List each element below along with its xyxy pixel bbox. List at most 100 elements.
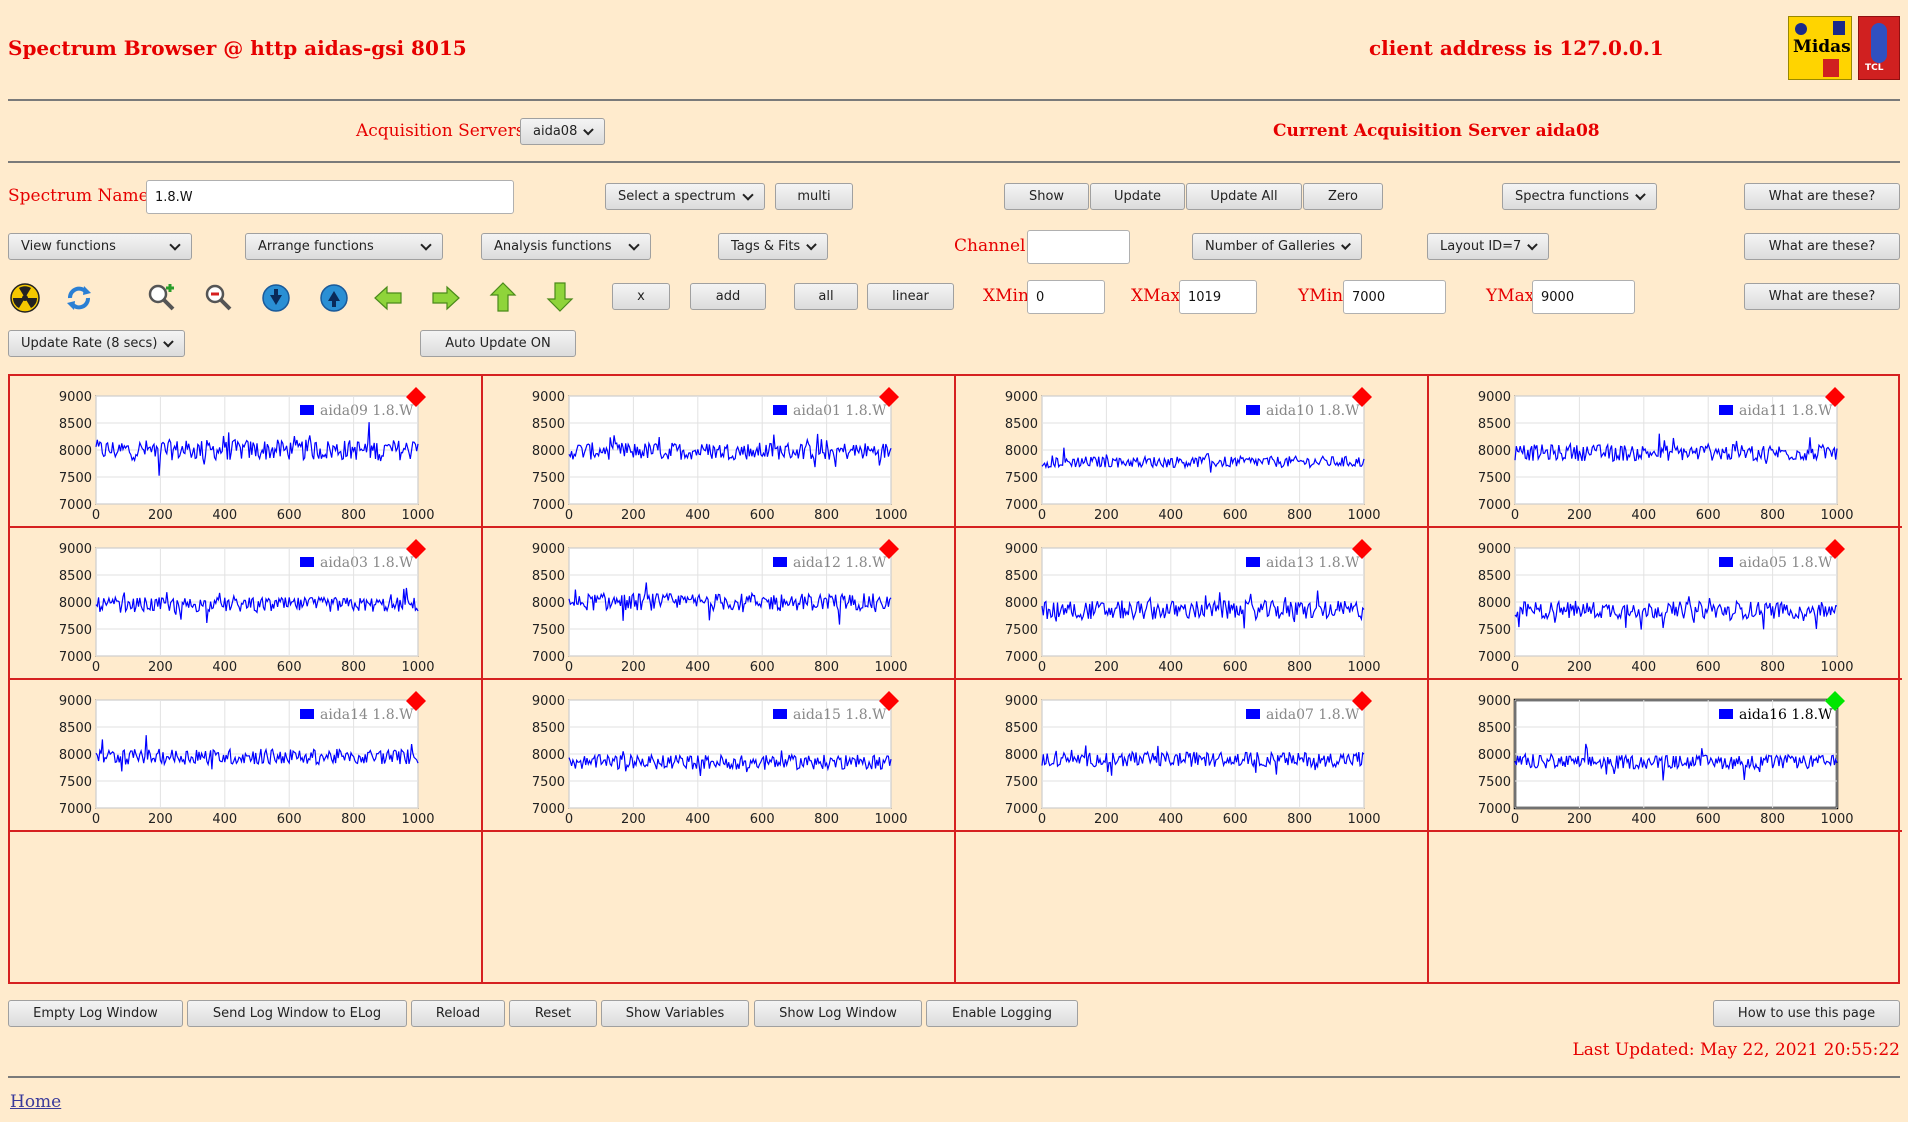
refresh-icon[interactable] (64, 283, 94, 313)
scroll-up-icon[interactable] (319, 283, 349, 313)
update-all-button[interactable]: Update All (1186, 183, 1302, 210)
gallery-cell[interactable]: 9000 8500 8000 7500 7000 0 200 400 600 800 1000 aid… (1429, 376, 1902, 528)
status-marker[interactable] (1352, 387, 1372, 407)
arrow-down-icon[interactable] (545, 282, 575, 312)
gallery-cell[interactable]: 9000 8500 8000 7500 7000 0 200 400 600 800 1000 aid… (10, 528, 483, 680)
reset-button[interactable]: Reset (509, 1000, 597, 1027)
what-are-these-button-1[interactable]: What are these? (1744, 183, 1900, 210)
gallery-cell[interactable]: 9000 8500 8000 7500 7000 0 200 400 600 800 1000 aid… (483, 680, 956, 832)
y-tick-label: 7500 (59, 623, 92, 638)
gallery-cell[interactable] (10, 832, 483, 984)
x-tick-label: 400 (212, 812, 237, 827)
status-marker[interactable] (1825, 387, 1845, 407)
gallery-cell[interactable]: 9000 8500 8000 7500 7000 0 200 400 600 800 1000 aid… (10, 376, 483, 528)
auto-update-button[interactable]: Auto Update ON (420, 330, 576, 357)
select-spectrum-dropdown[interactable]: Select a spectrum (605, 183, 765, 210)
gallery-cell[interactable] (1429, 832, 1902, 984)
show-log-window-button[interactable]: Show Log Window (754, 1000, 922, 1027)
send-log-elog-button[interactable]: Send Log Window to ELog (187, 1000, 407, 1027)
analysis-functions-dropdown[interactable]: Analysis functions (481, 233, 651, 260)
how-to-use-button[interactable]: How to use this page (1713, 1000, 1900, 1027)
xmax-input[interactable]: 1019 (1179, 280, 1257, 314)
gallery-cell[interactable]: 9000 8500 8000 7500 7000 0 200 400 600 800 1000 aid… (483, 376, 956, 528)
scroll-down-icon[interactable] (261, 283, 291, 313)
y-tick-label: 8500 (1005, 417, 1038, 432)
update-button[interactable]: Update (1090, 183, 1185, 210)
status-marker[interactable] (1825, 691, 1845, 711)
y-tick-label: 9000 (1005, 542, 1038, 557)
reload-button[interactable]: Reload (411, 1000, 505, 1027)
enable-logging-button[interactable]: Enable Logging (926, 1000, 1078, 1027)
empty-log-button[interactable]: Empty Log Window (8, 1000, 183, 1027)
acq-server-select[interactable]: aida08 (520, 118, 605, 145)
ymax-input[interactable]: 9000 (1532, 280, 1635, 314)
channel-input[interactable] (1027, 230, 1130, 264)
layout-dropdown[interactable]: Layout ID=7 (1427, 233, 1549, 260)
home-link[interactable]: Home (10, 1092, 62, 1112)
arrow-right-icon[interactable] (431, 283, 461, 313)
gallery-cell[interactable]: 9000 8500 8000 7500 7000 0 200 400 600 800 1000 aid… (483, 528, 956, 680)
gallery-cell[interactable] (956, 832, 1429, 984)
gallery-cell[interactable]: 9000 8500 8000 7500 7000 0 200 400 600 800 1000 aid… (10, 680, 483, 832)
status-marker[interactable] (879, 691, 899, 711)
status-marker[interactable] (879, 539, 899, 559)
status-marker[interactable] (406, 539, 426, 559)
zoom-out-icon[interactable] (203, 282, 233, 312)
what-are-these-button-3[interactable]: What are these? (1744, 283, 1900, 310)
gallery-cell[interactable]: 9000 8500 8000 7500 7000 0 200 400 600 800 1000 aid… (956, 528, 1429, 680)
linear-button[interactable]: linear (867, 283, 954, 310)
gallery-cell[interactable]: 9000 8500 8000 7500 7000 0 200 400 600 800 1000 aid… (1429, 528, 1902, 680)
tags-fits-dropdown[interactable]: Tags & Fits (718, 233, 828, 260)
status-marker[interactable] (1825, 539, 1845, 559)
arrow-up-icon[interactable] (488, 282, 518, 312)
gallery-cell[interactable]: 9000 8500 8000 7500 7000 0 200 400 600 800 1000 aid… (1429, 680, 1902, 832)
tcl-logo: TCL (1858, 16, 1900, 80)
add-button[interactable]: add (690, 283, 766, 310)
status-marker[interactable] (1352, 539, 1372, 559)
divider (8, 161, 1900, 163)
update-rate-dropdown[interactable]: Update Rate (8 secs) (8, 330, 185, 357)
xmin-input[interactable]: 0 (1027, 280, 1105, 314)
status-marker[interactable] (406, 387, 426, 407)
what-are-these-button-2[interactable]: What are these? (1744, 233, 1900, 260)
galleries-dropdown[interactable]: Number of Galleries (1192, 233, 1362, 260)
x-tick-label: 1000 (401, 508, 434, 523)
status-marker[interactable] (879, 387, 899, 407)
status-marker[interactable] (406, 691, 426, 711)
spectra-functions-dropdown[interactable]: Spectra functions (1502, 183, 1657, 210)
y-tick-label: 8000 (1005, 596, 1038, 611)
gallery-cell[interactable]: 9000 8500 8000 7500 7000 0 200 400 600 800 1000 aid… (956, 376, 1429, 528)
multi-button[interactable]: multi (775, 183, 853, 210)
spectrum-name-input[interactable]: 1.8.W (146, 180, 514, 214)
show-button[interactable]: Show (1004, 183, 1089, 210)
arrange-functions-dropdown[interactable]: Arrange functions (245, 233, 443, 260)
arrow-left-icon[interactable] (373, 283, 403, 313)
x-button[interactable]: x (612, 283, 670, 310)
x-tick-label: 0 (1511, 812, 1519, 827)
gallery-cell[interactable] (483, 832, 956, 984)
show-variables-button[interactable]: Show Variables (601, 1000, 749, 1027)
spectrum-gallery: 9000 8500 8000 7500 7000 0 200 400 600 800 1000 aid… (8, 374, 1902, 984)
radiation-icon[interactable] (10, 283, 40, 313)
zero-button[interactable]: Zero (1303, 183, 1383, 210)
all-button[interactable]: all (794, 283, 858, 310)
y-tick-label: 7500 (1478, 471, 1511, 486)
zoom-in-icon[interactable] (146, 282, 176, 312)
status-marker[interactable] (1352, 691, 1372, 711)
ymin-input[interactable]: 7000 (1343, 280, 1446, 314)
gallery-cell[interactable]: 9000 8500 8000 7500 7000 0 200 400 600 800 1000 aid… (956, 680, 1429, 832)
view-functions-dropdown[interactable]: View functions (8, 233, 192, 260)
y-tick-label: 7500 (532, 471, 565, 486)
